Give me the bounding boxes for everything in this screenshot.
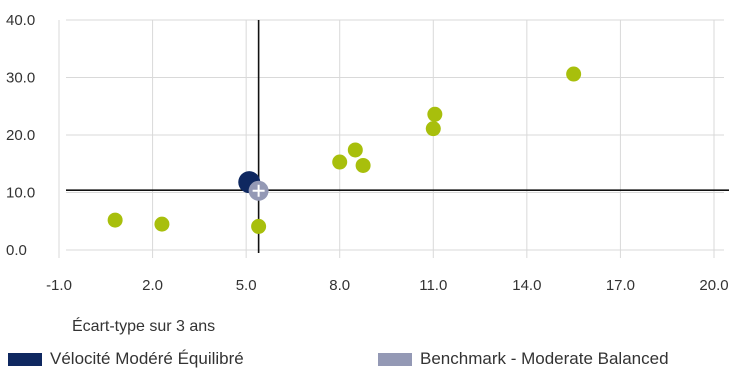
x-tick-label: 8.0 xyxy=(329,277,350,294)
peer-point xyxy=(107,212,123,228)
legend-item-benchmark: Benchmark - Moderate Balanced xyxy=(378,349,669,369)
y-tick-label: 0.0 xyxy=(6,242,27,259)
grid-lines xyxy=(58,19,724,258)
peer-point xyxy=(427,106,443,122)
y-tick-label: 20.0 xyxy=(6,127,35,144)
x-tick-label: -1.0 xyxy=(46,277,72,294)
peer-point xyxy=(154,216,170,232)
peer-point xyxy=(355,157,371,173)
y-axis-ticks: 0.0 10.0 20.0 30.0 40.0 xyxy=(6,12,35,259)
legend-swatch-fund xyxy=(8,352,42,366)
peer-point xyxy=(332,154,348,170)
y-tick-label: 40.0 xyxy=(6,12,35,29)
x-tick-label: 11.0 xyxy=(419,277,447,294)
data-points xyxy=(107,66,582,234)
legend-label-fund: Vélocité Modéré Équilibré xyxy=(50,349,244,368)
legend-label-benchmark: Benchmark - Moderate Balanced xyxy=(420,349,669,368)
x-axis-label: Écart-type sur 3 ans xyxy=(72,316,215,335)
peer-point xyxy=(566,66,582,82)
x-axis-ticks: -1.0 2.0 5.0 8.0 11.0 14.0 17.0 20.0 xyxy=(46,277,729,294)
x-tick-label: 14.0 xyxy=(512,277,541,294)
y-tick-label: 10.0 xyxy=(6,185,35,202)
crosshair-lines xyxy=(66,20,729,253)
x-tick-label: 17.0 xyxy=(606,277,635,294)
peer-point xyxy=(347,142,363,158)
peer-point xyxy=(251,218,267,234)
y-tick-label: 30.0 xyxy=(6,70,35,87)
peer-point xyxy=(425,121,441,137)
legend-item-fund: Vélocité Modéré Équilibré xyxy=(8,349,244,369)
x-tick-label: 20.0 xyxy=(699,277,728,294)
x-tick-label: 2.0 xyxy=(142,277,163,294)
legend-swatch-benchmark xyxy=(378,352,412,366)
x-tick-label: 5.0 xyxy=(236,277,257,294)
benchmark-marker xyxy=(252,184,265,197)
